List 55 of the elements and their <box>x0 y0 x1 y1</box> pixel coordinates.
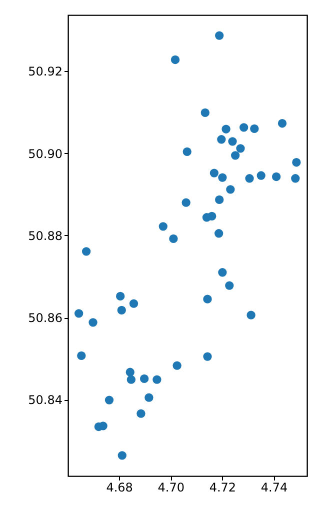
point <box>250 124 259 134</box>
point <box>246 310 256 320</box>
point <box>240 123 248 132</box>
point <box>256 171 266 180</box>
point <box>172 361 182 370</box>
point <box>278 119 287 128</box>
y-tick-label: 50.84 <box>28 393 62 408</box>
y-tick-label: 50.88 <box>28 228 62 243</box>
y-tick-label: 50.86 <box>28 311 62 326</box>
point <box>292 158 301 167</box>
x-tick-label: 4.70 <box>158 480 184 494</box>
point <box>272 172 281 182</box>
point <box>218 173 227 182</box>
point <box>222 124 230 134</box>
point <box>88 318 98 327</box>
point <box>126 375 136 384</box>
point <box>203 294 212 304</box>
point <box>158 222 168 231</box>
point <box>182 147 192 156</box>
point <box>152 375 162 384</box>
point <box>144 393 154 402</box>
point <box>217 135 226 144</box>
point <box>291 174 300 183</box>
point <box>214 229 224 238</box>
y-tick-label: 50.90 <box>28 146 62 161</box>
point <box>126 368 134 376</box>
point <box>245 174 254 183</box>
x-tick-label: 4.72 <box>209 480 236 494</box>
point <box>140 374 149 384</box>
point <box>82 247 91 256</box>
point <box>200 108 210 118</box>
point <box>118 451 126 460</box>
point <box>215 31 224 40</box>
point <box>225 281 234 290</box>
point <box>116 292 125 301</box>
point <box>74 309 84 318</box>
point <box>169 234 178 244</box>
point <box>170 55 180 64</box>
x-tick-label: 4.74 <box>260 480 288 494</box>
point <box>117 306 126 314</box>
point <box>236 144 245 153</box>
point <box>77 351 86 360</box>
y-tick-label: 50.92 <box>28 64 62 79</box>
x-tick-label: 4.68 <box>106 480 133 494</box>
point <box>228 137 237 146</box>
point <box>210 168 219 178</box>
point <box>129 299 138 308</box>
point <box>215 195 224 204</box>
point <box>182 198 190 207</box>
point <box>104 396 114 404</box>
point <box>226 185 235 194</box>
point <box>203 352 212 361</box>
point <box>136 409 146 418</box>
point <box>218 268 227 277</box>
point <box>230 151 240 160</box>
